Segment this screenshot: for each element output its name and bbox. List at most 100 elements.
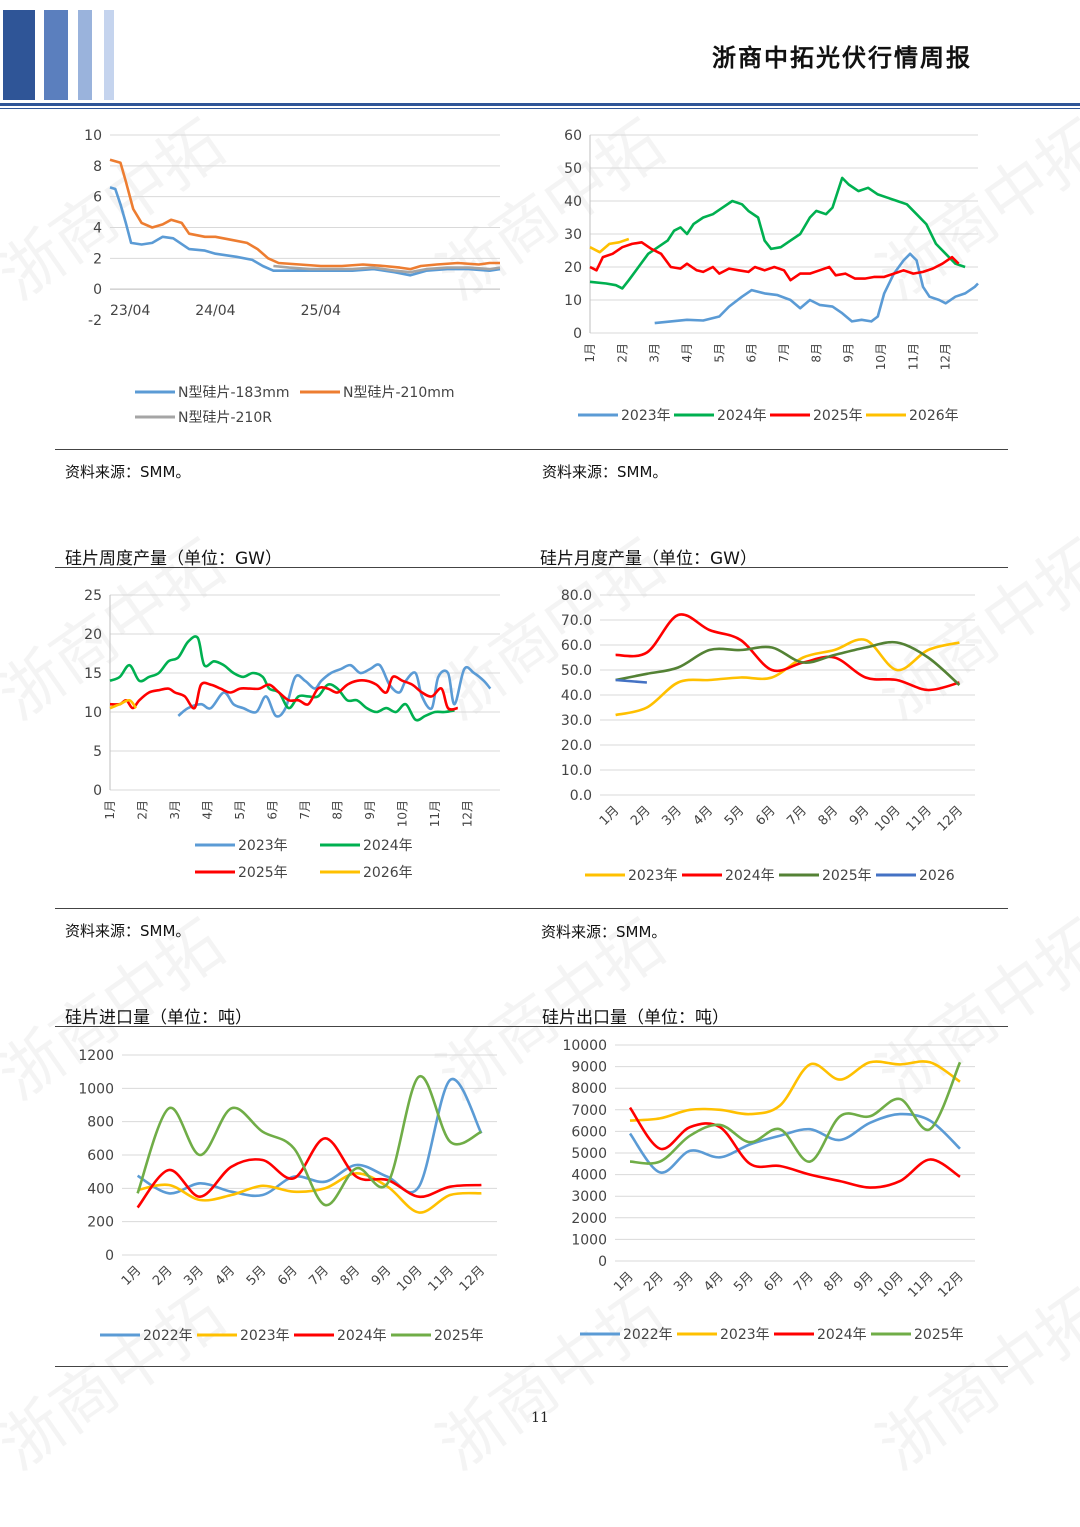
x-tick-label: 2月 — [628, 803, 654, 829]
y-tick-label: 3000 — [571, 1189, 607, 1205]
x-tick-label: 4月 — [701, 1269, 727, 1295]
x-tick-label: 6月 — [266, 800, 280, 820]
x-tick-label: 7月 — [791, 1269, 817, 1295]
series-line — [177, 663, 492, 718]
x-tick-label: 2月 — [150, 1263, 176, 1289]
x-tick-label: 25/04 — [301, 303, 341, 319]
series-line — [615, 678, 647, 684]
x-tick-label: 8月 — [331, 800, 345, 820]
x-tick-label: 7月 — [298, 800, 312, 820]
series-line — [137, 1171, 482, 1214]
x-tick-label: 7月 — [306, 1263, 332, 1289]
x-tick-label: 4月 — [213, 1263, 239, 1289]
y-tick-label: 40.0 — [561, 688, 592, 704]
legend-label: 2022年 — [143, 1328, 193, 1344]
x-tick-label: 3月 — [181, 1263, 207, 1289]
x-tick-label: 11月 — [906, 343, 920, 370]
x-tick-label: 2月 — [641, 1269, 667, 1295]
x-tick-label: 8月 — [816, 803, 842, 829]
x-tick-label: 5月 — [731, 1269, 757, 1295]
y-tick-label: 1200 — [78, 1048, 114, 1064]
x-tick-label: 1月 — [119, 1263, 145, 1289]
y-tick-label: 50.0 — [561, 663, 592, 679]
source-note: 资料来源：SMM。 — [542, 463, 668, 481]
y-tick-label: -2 — [88, 313, 102, 329]
x-tick-label: 6月 — [275, 1263, 301, 1289]
chart-weekly-output: 25 20 15 10 5 0 1月 2月 3月 4月 5月 6月 7月 8月 9月 10月 11月 12月 202… — [55, 575, 535, 895]
header-rule — [0, 103, 1080, 106]
chart-wafer-price: 10 8 6 4 2 0 -2 23/04 24/04 25/04 N型硅片-183mm N型硅片-2… — [55, 120, 535, 440]
x-tick-label: 1月 — [583, 343, 597, 363]
x-tick-label: 12月 — [461, 800, 475, 827]
series-line — [109, 635, 455, 722]
y-tick-label: 7000 — [571, 1103, 607, 1119]
chart-title: 硅片月度产量（单位：GW） — [540, 549, 757, 569]
x-tick-label: 12月 — [935, 803, 966, 834]
x-tick-label: 7月 — [777, 343, 791, 363]
y-tick-label: 10 — [84, 128, 102, 144]
source-note: 资料来源：SMM。 — [65, 463, 191, 481]
y-tick-label: 10.0 — [561, 763, 592, 779]
legend-label: 2025年 — [238, 865, 288, 881]
source-note: 资料来源：SMM。 — [65, 922, 191, 940]
y-tick-label: 2000 — [571, 1211, 607, 1227]
legend-label: 2023年 — [720, 1327, 770, 1343]
series-line — [628, 1106, 961, 1189]
x-tick-label: 1月 — [611, 1269, 637, 1295]
y-tick-label: 800 — [87, 1115, 114, 1131]
legend-label: 2026年 — [909, 408, 959, 424]
x-tick-label: 2月 — [615, 343, 629, 363]
x-tick-label: 10月 — [394, 1263, 425, 1294]
y-tick-label: 30.0 — [561, 713, 592, 729]
x-tick-label: 5月 — [244, 1263, 270, 1289]
legend-label: 2024年 — [817, 1327, 867, 1343]
series-line — [589, 237, 630, 254]
chart-title: 硅片周度产量（单位：GW） — [65, 549, 282, 569]
divider — [55, 1366, 1008, 1367]
header-rule-thin — [0, 108, 1080, 109]
x-tick-label: 9月 — [369, 1263, 395, 1289]
legend-label: 2024年 — [337, 1328, 387, 1344]
x-tick-label: 11月 — [428, 800, 442, 827]
y-tick-label: 25 — [84, 588, 102, 604]
divider — [55, 449, 1008, 450]
y-tick-label: 40 — [564, 194, 582, 210]
y-tick-label: 6 — [93, 190, 102, 206]
y-tick-label: 1000 — [78, 1081, 114, 1097]
chart-title: 硅片出口量（单位：吨） — [542, 1008, 729, 1028]
x-tick-label: 4月 — [691, 803, 717, 829]
logo-bars-icon — [3, 10, 114, 100]
legend-label: 2023年 — [238, 838, 288, 854]
chart-svg: 10 8 6 4 2 0 -2 23/04 24/04 25/04 N型硅片-183mm N型硅片-2… — [84, 128, 501, 426]
legend-label: 2025年 — [434, 1328, 484, 1344]
legend-label: 2025年 — [813, 408, 863, 424]
legend-label: 2026 — [919, 868, 955, 884]
x-tick-label: 2月 — [136, 800, 150, 820]
x-tick-label: 3月 — [671, 1269, 697, 1295]
legend-label: 2025年 — [914, 1327, 964, 1343]
chart-wafer-export: 10000 9000 8000 7000 6000 5000 4000 3000 2000 100… — [540, 1035, 1010, 1355]
series-line — [109, 698, 138, 710]
legend-label: 2023年 — [240, 1328, 290, 1344]
x-tick-label: 3月 — [659, 803, 685, 829]
y-tick-label: 5 — [93, 744, 102, 760]
series-line — [629, 1060, 961, 1122]
legend-label: N型硅片-210R — [178, 410, 272, 426]
y-tick-label: 9000 — [571, 1060, 607, 1076]
y-tick-label: 2 — [93, 251, 102, 267]
x-tick-label: 8月 — [821, 1269, 847, 1295]
series-line — [628, 1112, 961, 1174]
y-tick-label: 20 — [564, 260, 582, 276]
y-tick-label: 600 — [87, 1148, 114, 1164]
y-tick-label: 8 — [93, 159, 102, 175]
x-tick-label: 5月 — [233, 800, 247, 820]
x-tick-label: 4月 — [680, 343, 694, 363]
x-tick-label: 23/04 — [110, 303, 150, 319]
y-tick-label: 10 — [564, 293, 582, 309]
chart-monthly-output: 80.0 70.0 60.0 50.0 40.0 30.0 20.0 10.0 0.0 1月 2月 3… — [540, 575, 1010, 895]
x-tick-label: 12月 — [457, 1263, 488, 1294]
x-tick-label: 10月 — [874, 343, 888, 370]
y-tick-label: 10000 — [562, 1038, 607, 1054]
y-tick-label: 0 — [105, 1248, 114, 1264]
x-tick-label: 11月 — [903, 803, 934, 834]
